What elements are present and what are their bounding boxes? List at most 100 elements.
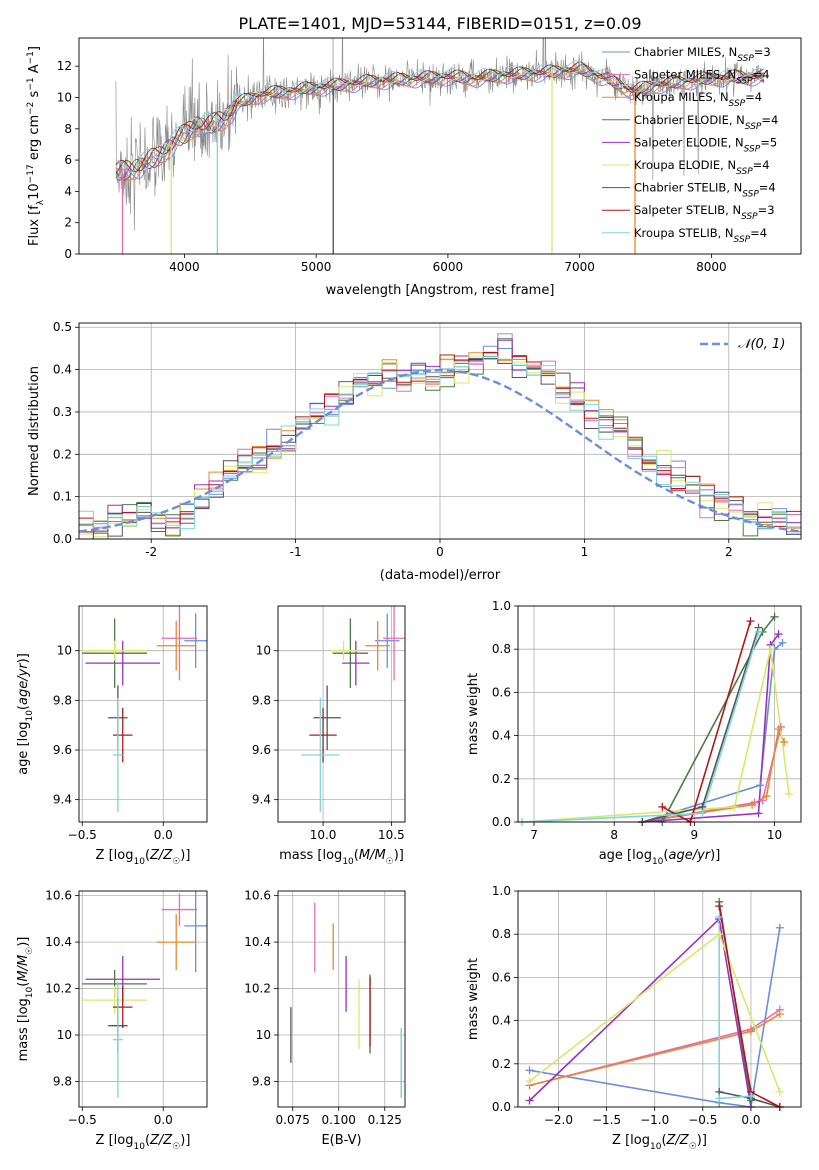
x-tick-label: 0.0	[154, 828, 173, 842]
y-tick-label: 9.8	[53, 693, 72, 707]
weight-marker	[780, 738, 789, 747]
y-axis-label: mass [log10(M/M☉)]	[16, 937, 35, 1062]
histogram-kroupa-stelib	[79, 355, 801, 530]
x-tick-label: 8000	[696, 260, 727, 274]
weight-line-kroupa-stelib	[521, 631, 760, 822]
axes-frame	[277, 605, 406, 823]
weight-marker	[658, 802, 667, 811]
weight-line-chabrier-stelib	[642, 627, 760, 822]
x-tick-label: −2.0	[544, 1113, 573, 1127]
panel-spectrum: 4000 5000 6000 7000 8000 0 2 4 6 8 10 12	[57, 37, 802, 274]
model-kroupa-elodie	[115, 66, 765, 180]
x-axis-label: wavelength [Angstrom, rest frame]	[326, 283, 555, 298]
legend-entry: Chabrier ELODIE, NSSP=4	[634, 113, 778, 132]
y-axis-label: Flux [fλ10−17 erg cm−2 s−1 A−1]	[26, 46, 46, 246]
weight-marker	[698, 809, 707, 818]
weight-marker	[748, 800, 757, 809]
x-tick-label: 7000	[564, 260, 595, 274]
x-tick-label: 9	[691, 828, 699, 842]
y-tick-label: 10	[57, 644, 72, 658]
model-salpeter-stelib	[115, 61, 765, 173]
panel-weight_vs_Z: −2.0 −1.5 −1.0 −0.5 0.0 0.0 0.2 0.4 0.6 0.8 1.0	[492, 884, 802, 1127]
y-tick-label: 0.5	[53, 320, 72, 334]
axes-frame	[78, 37, 802, 255]
weight-marker	[525, 1066, 534, 1075]
y-tick-label: 0.0	[53, 532, 72, 546]
x-axis-label: Z [log10(Z/Z☉)]	[612, 1133, 707, 1152]
x-tick-label: 1	[581, 545, 589, 559]
y-tick-label: 10	[256, 644, 271, 658]
weight-line-salpeter-elodie	[642, 633, 780, 822]
y-tick-label: 0.6	[492, 685, 511, 699]
y-axis-label: Normed distribution	[27, 366, 42, 496]
y-axis-label: age [log10(age/yr)]	[16, 653, 35, 775]
y-tick-label: 0.8	[492, 642, 511, 656]
y-tick-label: 0.2	[492, 1057, 511, 1071]
y-tick-label: 9.6	[252, 743, 271, 757]
legend-entry: Chabrier STELIB, NSSP=4	[634, 181, 776, 200]
x-tick-label: 0.125	[368, 1113, 402, 1127]
y-tick-label: 10	[57, 90, 72, 104]
plot-area	[82, 891, 207, 1098]
weight-marker	[758, 796, 767, 805]
x-tick-label: 10.0	[310, 828, 337, 842]
y-tick-label: 9.8	[252, 693, 271, 707]
y-axis-label: mass weight	[466, 958, 481, 1040]
axes-frame	[78, 890, 208, 1108]
panel-age_vs_Z: −0.5 0.0 9.4 9.6 9.8 10	[53, 605, 208, 842]
x-tick-label: 8	[610, 828, 618, 842]
x-tick-label: 0.0	[154, 1113, 173, 1127]
y-tick-label: 10.6	[244, 889, 271, 903]
weight-marker	[715, 930, 724, 939]
plot-area	[521, 616, 790, 822]
weight-marker	[774, 725, 783, 734]
y-tick-label: 9.8	[53, 1074, 72, 1088]
legend-entry: Kroupa ELODIE, NSSP=4	[634, 158, 770, 177]
weight-marker	[715, 912, 724, 921]
legend-entry: Salpeter STELIB, NSSP=3	[634, 203, 775, 222]
x-axis-label: (data-model)/error	[380, 568, 501, 583]
weight-marker	[754, 627, 763, 636]
y-tick-label: 1.0	[492, 884, 511, 898]
y-tick-label: 0.1	[53, 490, 72, 504]
y-tick-label: 0	[64, 247, 72, 261]
axes-frame	[78, 322, 802, 540]
legend-entry: Kroupa MILES, NSSP=4	[634, 90, 762, 109]
x-tick-label: 4000	[169, 260, 200, 274]
weight-marker	[746, 1092, 755, 1101]
x-tick-label: 0.100	[322, 1113, 356, 1127]
y-tick-label: 10.4	[45, 935, 72, 949]
x-tick-label: 5000	[301, 260, 332, 274]
x-tick-label: −0.5	[688, 1113, 717, 1127]
weight-line-chabrier-miles	[529, 927, 781, 1107]
y-tick-label: 9.8	[252, 1074, 271, 1088]
axes-frame	[517, 890, 802, 1108]
legend-entry: Chabrier MILES, NSSP=3	[634, 45, 771, 64]
y-tick-label: 10.4	[244, 935, 271, 949]
y-tick-label: 10.2	[244, 982, 271, 996]
weight-marker	[525, 1077, 534, 1086]
x-tick-label: −0.5	[68, 828, 97, 842]
weight-line-kroupa-elodie	[521, 649, 790, 822]
y-tick-label: 0.2	[492, 772, 511, 786]
plot-area	[79, 333, 801, 539]
model-kroupa-stelib	[115, 60, 765, 173]
weight-marker	[770, 612, 779, 621]
y-tick-label: 9.6	[53, 743, 72, 757]
weight-line-chabrier-elodie	[661, 616, 776, 822]
x-tick-label: −1.5	[592, 1113, 621, 1127]
weight-marker	[754, 809, 763, 818]
weight-marker	[762, 792, 771, 801]
panel-weight_vs_age: 7 8 9 10 0.0 0.2 0.4 0.6 0.8 1.0	[492, 599, 802, 842]
y-tick-label: 0.4	[492, 1014, 511, 1028]
y-tick-label: 0.0	[492, 815, 511, 829]
x-tick-label: 10	[767, 828, 782, 842]
weight-marker	[778, 638, 787, 647]
y-tick-label: 0.8	[492, 927, 511, 941]
y-tick-label: 1.0	[492, 599, 511, 613]
x-tick-label: −0.5	[68, 1113, 97, 1127]
y-tick-label: 0.4	[53, 363, 72, 377]
y-tick-label: 12	[57, 59, 72, 73]
y-tick-label: 0.3	[53, 405, 72, 419]
